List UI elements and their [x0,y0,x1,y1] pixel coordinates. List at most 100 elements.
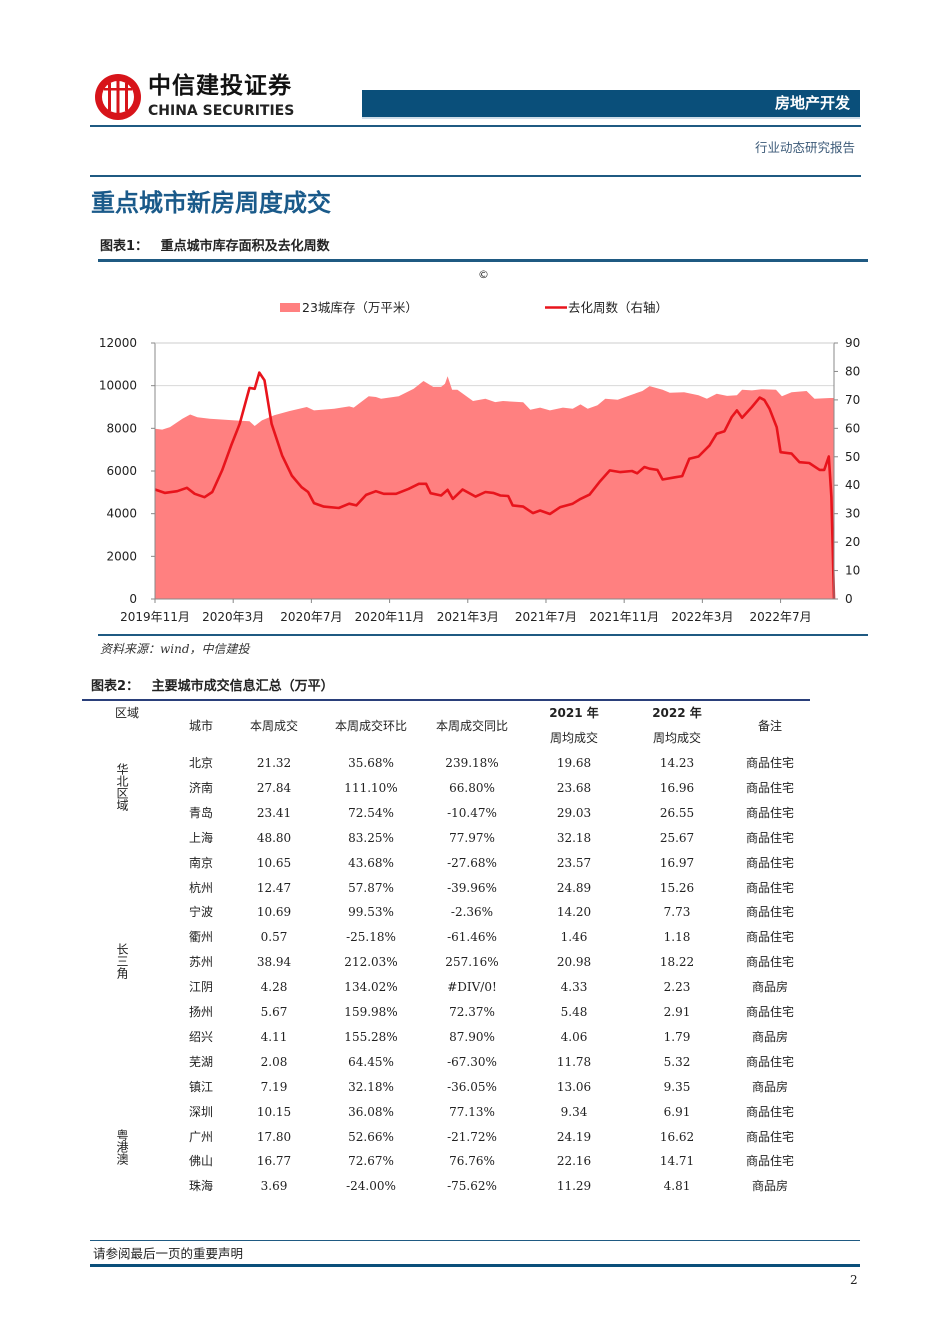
cell-avg-2022: 1.18 [663,930,691,945]
cell-city: 北京 [188,756,214,770]
cell-wow-change: -24.00% [346,1179,396,1194]
cell-yoy-change: 87.90% [449,1029,495,1044]
cell-week-volume: 27.84 [256,780,292,795]
col-header-yoy: 本周成交同比 [435,719,509,733]
cell-avg-2022: 25.67 [659,830,695,845]
cell-wow-change: 32.18% [348,1079,394,1094]
cell-note: 商品住宅 [745,1154,795,1169]
cell-city: 深圳 [188,1104,214,1119]
cell-avg-2022: 14.23 [659,756,695,770]
cell-wow-change: 99.53% [348,905,394,920]
cell-city: 南京 [188,855,214,870]
col-header-2021-year: 2021 年 [549,706,599,720]
y-right-tick-label: 20 [845,535,860,549]
cell-avg-2021: 11.78 [556,1054,592,1069]
y-right-tick-label: 50 [845,450,860,464]
cell-note: 商品住宅 [745,930,795,945]
figure1-title: 图表1： 重点城市库存面积及去化周数 [100,239,330,255]
cell-note: 商品住宅 [745,1104,795,1119]
cell-wow-change: 155.28% [344,1029,398,1044]
figure1-rule [98,259,868,262]
legend-inventory-swatch [280,303,300,312]
header-divider-2 [90,175,861,177]
legend-weeks-label: 去化周数（右轴） [568,300,668,315]
cell-wow-change: 83.25% [348,830,394,845]
cell-avg-2021: 23.57 [556,855,592,870]
footer-thick-rule [90,1264,860,1267]
cell-yoy-change: -36.05% [447,1079,497,1094]
cell-week-volume: 10.15 [256,1104,292,1119]
cell-avg-2022: 15.26 [659,880,695,895]
cell-city: 江阴 [188,980,214,995]
y-left-tick-label: 2000 [106,549,137,563]
col-header-city: 城市 [188,719,214,733]
cell-yoy-change: 72.37% [449,1005,495,1019]
region-gba: 粤港澳 [115,1129,129,1165]
x-tick-label: 2021年3月 [437,610,499,624]
figure2-caption: 主要城市成交信息汇总（万平） [151,679,334,694]
cell-note: 商品住宅 [745,780,795,795]
cell-note: 商品住宅 [745,955,795,970]
cell-city: 杭州 [188,880,214,895]
cell-wow-change: 43.68% [348,855,394,870]
cell-avg-2021: 9.34 [560,1104,588,1119]
cell-city: 镇江 [188,1079,214,1094]
cell-city: 扬州 [188,1005,214,1019]
col-header-wow: 本周成交环比 [334,719,408,733]
cell-week-volume: 21.32 [256,756,292,770]
y-left-tick-label: 0 [129,592,137,606]
footer-rule [90,1240,860,1241]
cell-wow-change: -25.18% [346,930,396,945]
y-right-tick-label: 40 [845,478,860,492]
page-number: 2 [850,1273,858,1287]
y-left-tick-label: 12000 [99,336,137,350]
cell-avg-2022: 1.79 [663,1029,691,1044]
cell-note: 商品住宅 [745,1005,795,1019]
y-right-tick-label: 0 [845,592,853,606]
cell-yoy-change: -2.36% [450,905,494,920]
col-header-2022-year: 2022 年 [652,706,702,720]
cell-avg-2022: 18.22 [659,955,695,970]
y-left-tick-label: 8000 [106,421,137,435]
y-right-tick-label: 10 [845,564,860,578]
figure1-bottom-rule [98,634,868,636]
cell-avg-2021: 22.16 [556,1154,592,1169]
x-tick-label: 2020年3月 [202,610,264,624]
cell-city: 上海 [188,830,214,845]
cell-avg-2022: 7.73 [663,905,691,920]
cell-avg-2022: 16.97 [659,855,695,870]
cell-week-volume: 3.69 [260,1179,288,1194]
cell-week-volume: 48.80 [256,830,292,845]
figure1-label: 图表1： [100,239,149,254]
sector-label: 房地产开发 [774,94,850,112]
cell-avg-2021: 23.68 [556,780,592,795]
cell-wow-change: 35.68% [348,756,394,770]
cell-avg-2022: 6.91 [663,1104,691,1119]
cell-wow-change: 212.03% [344,955,398,970]
cell-city: 佛山 [188,1154,214,1169]
cell-yoy-change: -27.68% [447,855,497,870]
cell-avg-2022: 2.23 [663,980,691,995]
cell-yoy-change: 76.76% [449,1154,495,1169]
cell-wow-change: 111.10% [344,780,398,795]
cell-yoy-change: -21.72% [447,1129,497,1144]
region-yangtze-delta: 长三角 [115,943,129,979]
x-tick-label: 2020年11月 [355,610,425,624]
cell-city: 济南 [188,780,214,795]
cell-avg-2022: 14.71 [659,1154,695,1169]
cell-week-volume: 23.41 [256,805,292,820]
cell-avg-2022: 16.62 [659,1129,695,1144]
cell-yoy-change: 66.80% [449,780,495,795]
sector-banner: 房地产开发 [362,90,860,119]
china-securities-logo-icon [95,74,141,120]
x-tick-label: 2021年11月 [589,610,659,624]
col-header-2022-avg: 周均成交 [652,731,702,745]
cell-note: 商品住宅 [745,756,795,770]
cell-week-volume: 16.77 [256,1154,292,1169]
cell-week-volume: 38.94 [256,955,292,970]
cell-yoy-change: 257.16% [445,955,499,970]
figure2-title: 图表2： 主要城市成交信息汇总（万平） [91,679,334,695]
cell-note: 商品房 [751,980,789,995]
figure2-rule [82,699,810,701]
section-title: 重点城市新房周度成交 [91,189,331,217]
